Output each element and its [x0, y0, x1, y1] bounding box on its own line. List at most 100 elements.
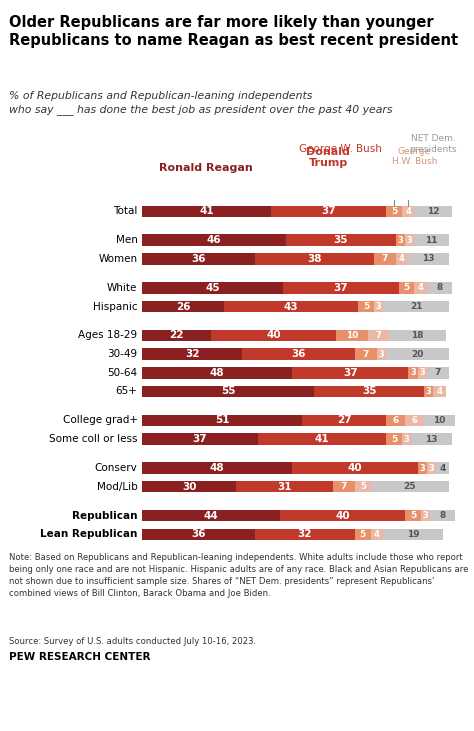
Text: 11: 11	[425, 235, 438, 245]
Bar	[142, 433, 258, 445]
Text: 5: 5	[360, 530, 366, 539]
Bar	[386, 205, 402, 217]
Bar	[427, 462, 437, 474]
Bar	[314, 386, 424, 397]
Text: 38: 38	[307, 254, 321, 264]
Text: 32: 32	[185, 349, 200, 359]
Text: 41: 41	[199, 206, 214, 216]
Text: 27: 27	[337, 415, 351, 425]
Bar	[142, 367, 292, 379]
Text: 8: 8	[439, 511, 446, 520]
Text: College grad+: College grad+	[63, 415, 137, 425]
Bar	[402, 433, 411, 445]
Bar	[374, 253, 396, 265]
Bar	[355, 481, 371, 493]
Bar	[142, 349, 242, 360]
Text: 40: 40	[266, 330, 281, 341]
Bar	[371, 529, 383, 540]
Bar	[280, 510, 405, 521]
Bar	[405, 235, 414, 246]
Bar	[142, 282, 283, 294]
Bar	[414, 205, 452, 217]
Text: 31: 31	[277, 482, 292, 492]
Text: 4: 4	[439, 463, 446, 472]
Text: Older Republicans are far more likely than younger
Republicans to name Reagan as: Older Republicans are far more likely th…	[9, 15, 459, 48]
Bar	[286, 235, 396, 246]
Bar	[142, 253, 255, 265]
Bar	[142, 481, 236, 493]
Text: 3: 3	[398, 235, 403, 245]
Bar	[386, 414, 405, 426]
Text: 44: 44	[204, 511, 219, 520]
Bar	[390, 330, 446, 341]
Text: 12: 12	[427, 207, 439, 216]
Bar	[411, 433, 452, 445]
Text: Hispanic: Hispanic	[93, 301, 137, 311]
Text: 65+: 65+	[116, 387, 137, 396]
Text: 36: 36	[191, 529, 206, 539]
Text: 3: 3	[429, 463, 435, 472]
Text: 7: 7	[363, 349, 369, 359]
Bar	[242, 349, 355, 360]
Text: Conserv: Conserv	[95, 463, 137, 473]
Text: 5: 5	[391, 207, 397, 216]
Text: 18: 18	[411, 331, 424, 340]
Bar	[355, 529, 371, 540]
Bar	[424, 386, 433, 397]
Text: Donald
Trump: Donald Trump	[307, 146, 350, 168]
Text: who say ___ has done the best job as president over the past 40 years: who say ___ has done the best job as pre…	[9, 105, 393, 115]
Text: 55: 55	[221, 387, 236, 396]
Bar	[355, 349, 377, 360]
Text: 4: 4	[399, 254, 405, 263]
Text: 35: 35	[362, 387, 376, 396]
Bar	[292, 462, 418, 474]
Text: 46: 46	[207, 235, 221, 245]
Text: 4: 4	[405, 207, 411, 216]
Bar	[371, 481, 449, 493]
Bar	[402, 205, 414, 217]
Text: Women: Women	[99, 254, 137, 264]
Text: 13: 13	[422, 254, 435, 263]
Text: 36: 36	[292, 349, 306, 359]
Text: 6: 6	[411, 416, 418, 425]
Bar	[396, 253, 408, 265]
Text: 26: 26	[176, 301, 190, 311]
Text: 30-49: 30-49	[108, 349, 137, 359]
Text: 32: 32	[298, 529, 312, 539]
Bar	[430, 510, 455, 521]
Text: PEW RESEARCH CENTER: PEW RESEARCH CENTER	[9, 652, 151, 662]
Bar	[427, 367, 449, 379]
Text: 40: 40	[335, 511, 350, 520]
Text: 36: 36	[191, 254, 206, 264]
Bar	[396, 235, 405, 246]
Text: Men: Men	[116, 235, 137, 245]
Text: 10: 10	[433, 416, 446, 425]
Bar	[255, 253, 374, 265]
Bar	[424, 414, 455, 426]
Text: Note: Based on Republicans and Republican-leaning independents. White adults inc: Note: Based on Republicans and Republica…	[9, 553, 469, 598]
Text: 21: 21	[410, 302, 422, 311]
Text: 3: 3	[404, 435, 410, 444]
Text: 30: 30	[182, 482, 196, 492]
Text: 43: 43	[283, 301, 298, 311]
Text: 5: 5	[410, 511, 416, 520]
Bar	[386, 349, 449, 360]
Text: George
H.W. Bush: George H.W. Bush	[392, 146, 437, 166]
Bar	[333, 481, 355, 493]
Text: 3: 3	[419, 368, 425, 377]
Text: Total: Total	[113, 206, 137, 216]
Text: 48: 48	[210, 463, 225, 473]
Bar	[367, 330, 390, 341]
Bar	[377, 349, 386, 360]
Text: 37: 37	[193, 434, 208, 444]
Bar	[418, 367, 427, 379]
Bar	[142, 529, 255, 540]
Text: 3: 3	[375, 302, 382, 311]
Text: 3: 3	[426, 387, 431, 396]
Text: Republican: Republican	[72, 511, 137, 520]
Text: 48: 48	[210, 368, 225, 378]
Text: Ronald Reagan: Ronald Reagan	[159, 163, 253, 173]
Text: White: White	[107, 283, 137, 293]
Bar	[283, 282, 399, 294]
Bar	[427, 282, 452, 294]
